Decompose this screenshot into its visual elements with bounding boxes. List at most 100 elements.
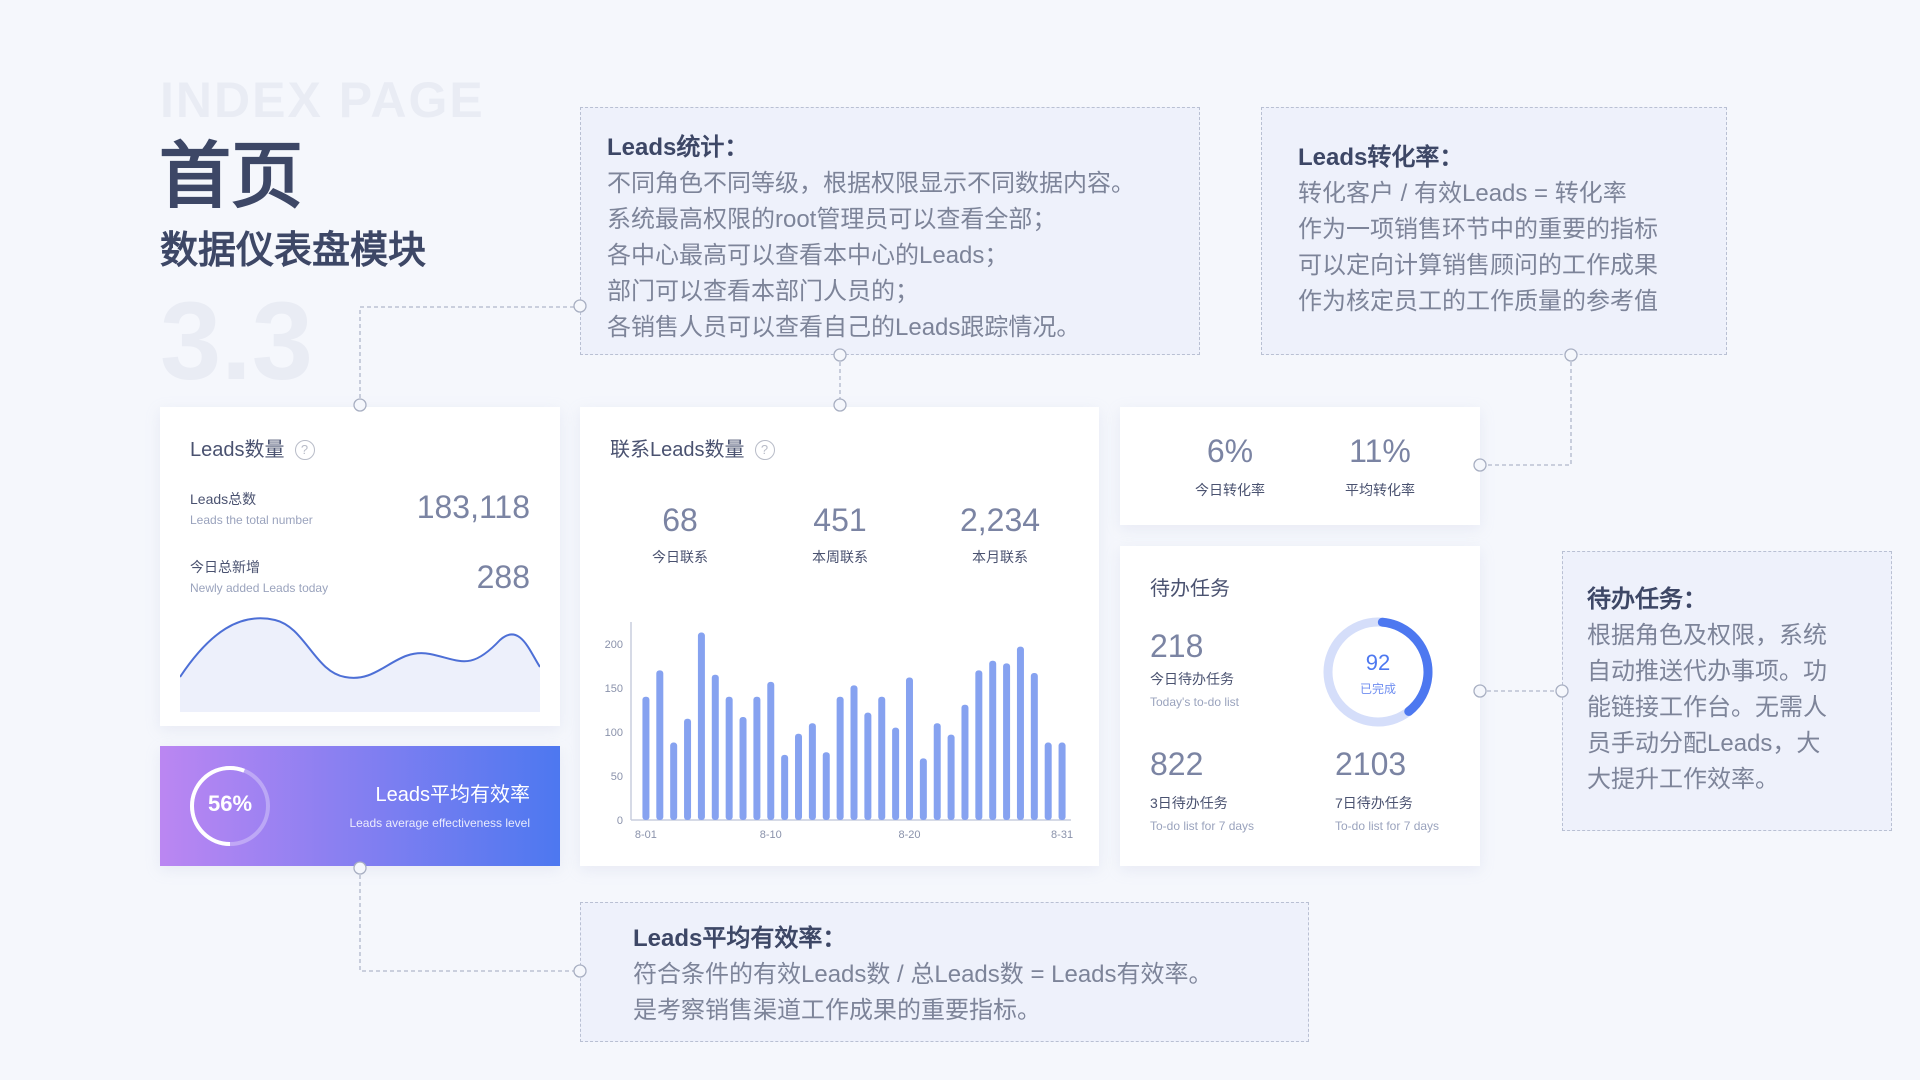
x-tick-label: 8-31: [1051, 829, 1073, 841]
avg-conversion-value: 11%: [1349, 433, 1411, 469]
efficiency-title: Leads平均有效率: [375, 784, 531, 806]
bar: [933, 723, 941, 820]
avg-conversion-label: 平均转化率: [1345, 482, 1415, 498]
bar: [878, 696, 886, 820]
note-line: 不同角色不同等级，根据权限显示不同数据内容。: [607, 170, 1135, 197]
bar: [795, 733, 803, 820]
x-tick-label: 8-20: [898, 829, 920, 841]
y-tick-label: 0: [617, 815, 623, 827]
note-title: Leads平均有效率：: [633, 925, 847, 952]
today-todo-label: 今日待办任务: [1150, 671, 1234, 687]
note-line: 作为一项销售环节中的重要的指标: [1298, 216, 1658, 243]
note-line: 能链接工作台。无需人: [1587, 694, 1827, 721]
completed-value: 92: [1365, 650, 1391, 675]
efficiency-card: 56% Leads平均有效率 Leads average effectivene…: [160, 746, 560, 866]
bar: [961, 704, 969, 820]
help-icon[interactable]: ?: [754, 440, 775, 460]
bar: [1003, 663, 1011, 820]
stat-value: 2,234: [959, 502, 1041, 538]
bar: [919, 758, 927, 820]
total-label: Leads总数: [190, 491, 257, 507]
note-line: 部门可以查看本部门人员的；: [607, 278, 919, 305]
note-line: 可以定向计算销售顾问的工作成果: [1298, 252, 1658, 279]
contact-bar-chart: 0 50 100 150 200 8-01 8-10 8-20 8-31: [605, 622, 1073, 841]
note-line: 大提升工作效率。: [1587, 766, 1779, 793]
bar: [1016, 646, 1024, 820]
contact-leads-card: 联系Leads数量? 68 今日联系 451 本周联系 2,234 本月联系 0 50 1…: [580, 407, 1099, 866]
bar: [975, 670, 983, 820]
x-tick-label: 8-10: [760, 829, 782, 841]
stat-value: 451: [813, 502, 867, 538]
watermark-number: 3.3: [160, 280, 313, 403]
bar: [1044, 742, 1052, 820]
stat-label: 本周联系: [812, 549, 868, 565]
page-subtitle: 数据仪表盘模块: [160, 230, 427, 272]
leads-count-card: Leads数量? Leads总数 Leads the total number …: [160, 407, 560, 726]
note-line: 作为核定员工的工作质量的参考值: [1298, 288, 1658, 315]
bar: [670, 742, 678, 820]
note-line: 根据角色及权限，系统: [1587, 622, 1827, 649]
conversion-card: 6% 今日转化率 11% 平均转化率: [1120, 407, 1480, 525]
note-line: 各销售人员可以查看自己的Leads跟踪情况。: [607, 314, 1081, 341]
7day-todo-value: 2103: [1335, 746, 1407, 782]
note-line: 自动推送代办事项。功: [1587, 658, 1827, 685]
7day-todo-label: 7日待办任务: [1335, 795, 1413, 811]
card-title: Leads数量: [190, 439, 285, 461]
bar: [836, 696, 844, 820]
today-conversion-value: 6%: [1206, 433, 1254, 469]
note-title: 待办任务：: [1587, 586, 1707, 613]
bar: [725, 696, 733, 820]
y-tick-label: 150: [605, 683, 623, 695]
card-title: 联系Leads数量: [610, 439, 745, 461]
bar: [822, 752, 830, 820]
bar: [697, 632, 705, 820]
today-value: 288: [476, 559, 530, 595]
stat-label: 本月联系: [972, 549, 1028, 565]
note-title: Leads转化率：: [1298, 144, 1464, 171]
completed-label: 已完成: [1359, 682, 1396, 696]
note-title: Leads统计：: [607, 134, 749, 161]
total-value: 183,118: [416, 489, 530, 525]
bar: [1058, 742, 1066, 820]
today-label: 今日总新增: [190, 559, 260, 575]
bar: [656, 670, 664, 820]
watermark-index-page: INDEX PAGE: [160, 72, 485, 128]
stat-value: 68: [662, 502, 698, 538]
efficiency-percent: 56%: [207, 791, 253, 816]
note-line: 是考察销售渠道工作成果的重要指标。: [633, 997, 1041, 1024]
help-icon[interactable]: ?: [294, 440, 315, 460]
today-sub: Newly added Leads today: [190, 581, 329, 595]
note-todo: 待办任务： 根据角色及权限，系统 自动推送代办事项。功 能链接工作台。无需人 员…: [1562, 551, 1892, 831]
7day-todo-sub: To-do list for 7 days: [1335, 819, 1440, 833]
bar: [781, 754, 789, 820]
note-line: 转化客户 / 有效Leads = 转化率: [1298, 180, 1627, 207]
note-line: 各中心最高可以查看本中心的Leads；: [607, 242, 1009, 269]
note-leads-stats: Leads统计： 不同角色不同等级，根据权限显示不同数据内容。 系统最高权限的r…: [580, 107, 1200, 355]
card-title: 待办任务: [1150, 578, 1230, 600]
bar: [864, 712, 872, 820]
bar: [808, 723, 816, 820]
bar: [947, 734, 955, 820]
x-tick-label: 8-01: [635, 829, 657, 841]
bar: [711, 674, 719, 820]
today-todo-sub: Today's to-do list: [1150, 695, 1239, 709]
3day-todo-value: 822: [1150, 746, 1204, 782]
y-tick-label: 200: [605, 639, 623, 651]
bar: [892, 727, 900, 820]
efficiency-sub: Leads average effectiveness level: [349, 816, 530, 830]
completed-donut: [1323, 617, 1433, 727]
y-tick-label: 50: [611, 771, 623, 783]
total-sub: Leads the total number: [190, 513, 313, 527]
bar: [642, 696, 650, 820]
bar: [1030, 673, 1038, 820]
bar: [753, 696, 761, 820]
3day-todo-sub: To-do list for 7 days: [1150, 819, 1255, 833]
note-line: 员手动分配Leads，大: [1587, 730, 1821, 757]
todo-card: 待办任务 218 今日待办任务 Today's to-do list 92 已完成 …: [1120, 546, 1480, 866]
note-conversion: Leads转化率： 转化客户 / 有效Leads = 转化率 作为一项销售环节中…: [1261, 107, 1727, 355]
page-title: 首页: [159, 137, 304, 217]
today-conversion-label: 今日转化率: [1195, 482, 1265, 498]
bar: [850, 685, 858, 820]
bar: [905, 677, 913, 820]
bar: [989, 660, 997, 820]
